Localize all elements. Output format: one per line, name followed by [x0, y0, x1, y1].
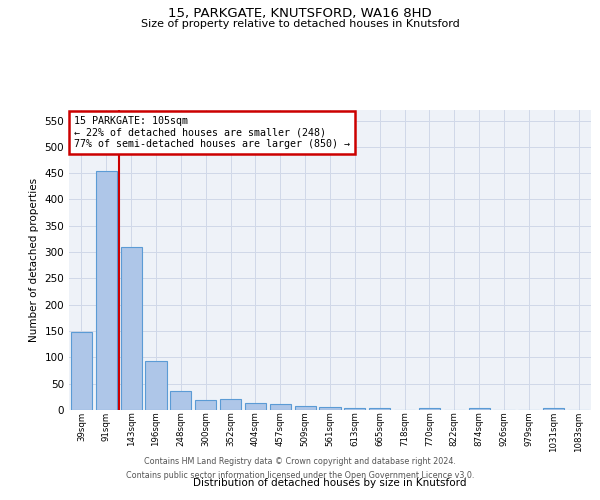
Bar: [270, 404, 291, 410]
Bar: [419, 408, 440, 410]
Bar: [369, 408, 390, 410]
Bar: [469, 408, 490, 410]
Bar: [170, 390, 191, 410]
Bar: [543, 408, 564, 410]
Bar: [195, 400, 216, 410]
Text: Contains HM Land Registry data © Crown copyright and database right 2024.
Contai: Contains HM Land Registry data © Crown c…: [126, 458, 474, 479]
Bar: [71, 332, 92, 410]
Bar: [344, 408, 365, 410]
Text: 15 PARKGATE: 105sqm
← 22% of detached houses are smaller (248)
77% of semi-detac: 15 PARKGATE: 105sqm ← 22% of detached ho…: [74, 116, 350, 149]
Text: Size of property relative to detached houses in Knutsford: Size of property relative to detached ho…: [140, 19, 460, 29]
Text: Distribution of detached houses by size in Knutsford: Distribution of detached houses by size …: [193, 478, 467, 488]
Bar: [145, 361, 167, 410]
Bar: [96, 170, 117, 410]
Bar: [121, 247, 142, 410]
Bar: [319, 408, 341, 410]
Text: 15, PARKGATE, KNUTSFORD, WA16 8HD: 15, PARKGATE, KNUTSFORD, WA16 8HD: [168, 8, 432, 20]
Y-axis label: Number of detached properties: Number of detached properties: [29, 178, 39, 342]
Bar: [220, 399, 241, 410]
Bar: [295, 406, 316, 410]
Bar: [245, 402, 266, 410]
